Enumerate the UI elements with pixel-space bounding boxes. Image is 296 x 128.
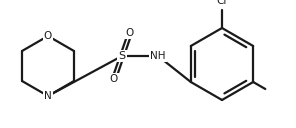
Text: O: O [126, 28, 134, 38]
Text: O: O [110, 74, 118, 84]
Text: O: O [44, 31, 52, 41]
Text: N: N [44, 91, 52, 101]
Text: Cl: Cl [217, 0, 227, 6]
Text: S: S [118, 51, 126, 61]
Text: NH: NH [150, 51, 166, 61]
